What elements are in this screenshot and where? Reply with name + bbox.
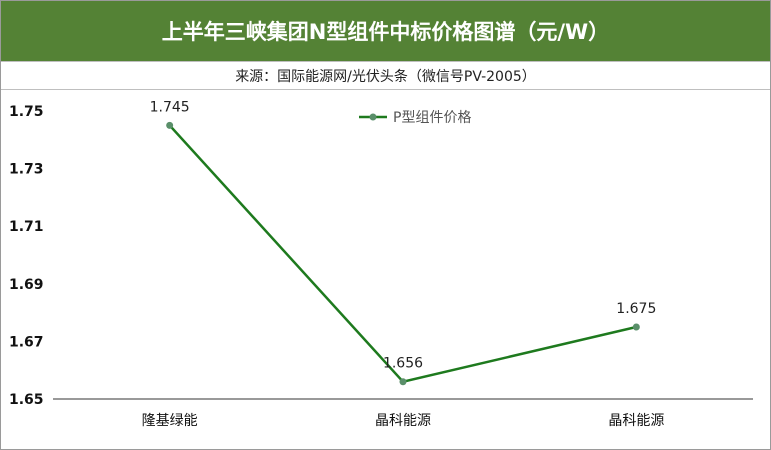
data-point (632, 323, 640, 331)
y-axis-ticks: 1.65 1.67 1.69 1.71 1.73 1.75 (9, 104, 44, 408)
x-tick-label: 晶科能源 (375, 413, 431, 429)
source-text: 来源：国际能源网/光伏头条（微信号PV-2005） (235, 68, 536, 85)
y-tick-label: 1.71 (9, 219, 44, 235)
legend-label: P型组件价格 (393, 110, 471, 126)
series-line (168, 124, 637, 384)
y-tick-label: 1.67 (9, 334, 44, 350)
data-point (166, 121, 174, 129)
y-tick-label: 1.75 (9, 104, 44, 120)
title-bar: 上半年三峡集团N型组件中标价格图谱（元/W） (1, 1, 770, 61)
legend: P型组件价格 (359, 110, 471, 126)
y-tick-label: 1.73 (9, 162, 44, 178)
y-tick-label: 1.65 (9, 392, 44, 408)
data-label: 1.745 (150, 99, 190, 115)
x-axis-ticks: 隆基绿能 晶科能源 晶科能源 (142, 412, 665, 429)
legend-marker (369, 113, 377, 121)
x-tick-label: 晶科能源 (608, 413, 664, 429)
chart-title: 上半年三峡集团N型组件中标价格图谱（元/W） (161, 20, 610, 44)
data-label: 1.656 (383, 356, 423, 372)
source-row: 来源：国际能源网/光伏头条（微信号PV-2005） (1, 61, 770, 90)
data-points: 1.745 1.656 1.675 (150, 99, 656, 386)
y-tick-label: 1.69 (9, 277, 44, 293)
data-label: 1.675 (616, 301, 656, 317)
x-tick-label: 隆基绿能 (142, 412, 198, 429)
data-point (399, 378, 407, 386)
